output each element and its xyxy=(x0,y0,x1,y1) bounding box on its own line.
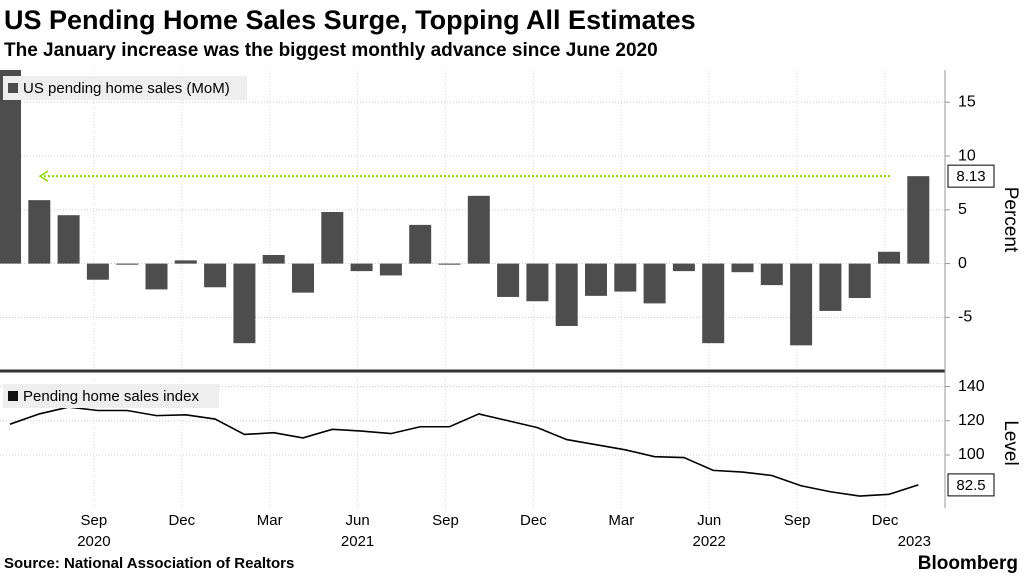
bar xyxy=(878,251,900,264)
y-axis-label: Level xyxy=(1000,420,1021,465)
bar xyxy=(174,260,197,264)
bar xyxy=(409,224,432,264)
bar xyxy=(116,263,139,265)
bars xyxy=(0,70,930,346)
x-year-label: 2022 xyxy=(693,533,726,550)
value-label: 8.13 xyxy=(956,168,985,185)
y-tick-label: 10 xyxy=(958,147,976,164)
bar xyxy=(379,263,402,276)
x-year-label: 2021 xyxy=(341,533,374,550)
bar xyxy=(497,263,520,297)
bar xyxy=(0,70,21,264)
bar xyxy=(819,263,842,311)
x-tick-label: Sep xyxy=(81,512,108,529)
x-tick-label: Dec xyxy=(168,512,195,529)
bar xyxy=(467,195,490,264)
bar xyxy=(204,263,227,288)
y-tick-label: 15 xyxy=(958,93,976,110)
x-year-label: 2023 xyxy=(898,533,931,550)
x-year-label: 2020 xyxy=(77,533,110,550)
line xyxy=(9,406,919,497)
legend-label: Pending home sales index xyxy=(23,388,199,405)
x-tick-label: Sep xyxy=(784,512,811,529)
arrow-head xyxy=(38,170,49,182)
bar xyxy=(585,263,607,296)
bar xyxy=(907,176,930,264)
x-tick-label: Mar xyxy=(257,512,283,529)
bar xyxy=(438,263,461,265)
x-tick-label: Sep xyxy=(432,512,459,529)
y-tick-label: 0 xyxy=(958,255,967,272)
legend-box xyxy=(3,76,247,100)
x-tick-label: Dec xyxy=(872,512,899,529)
bar xyxy=(350,263,373,272)
y-tick-label: 5 xyxy=(958,201,967,218)
bar xyxy=(555,263,578,326)
bar xyxy=(321,211,344,264)
x-tick-label: Mar xyxy=(608,512,634,529)
value-tag xyxy=(947,164,995,188)
x-tick-label: Jun xyxy=(346,512,370,529)
legend-swatch xyxy=(8,391,18,401)
brand: Bloomberg xyxy=(918,553,1018,574)
bar xyxy=(145,263,168,290)
bar xyxy=(760,263,783,286)
bar xyxy=(790,263,813,346)
y-tick-label: -5 xyxy=(958,309,972,326)
bar xyxy=(526,263,549,302)
bar xyxy=(233,263,256,344)
y-tick-label: 100 xyxy=(958,446,985,463)
bar xyxy=(262,254,285,264)
x-tick-label: Jun xyxy=(697,512,721,529)
source: Source: National Association of Realtors xyxy=(4,555,294,572)
chart-title: US Pending Home Sales Surge, Topping All… xyxy=(4,5,696,35)
bar xyxy=(614,263,637,292)
y-tick-label: 120 xyxy=(958,412,985,429)
legend-box xyxy=(3,384,219,408)
bar xyxy=(28,200,51,264)
y-tick-label: 140 xyxy=(958,378,985,395)
bar xyxy=(86,263,109,280)
bar xyxy=(643,263,666,304)
value-tag xyxy=(947,473,995,497)
x-tick-label: Dec xyxy=(520,512,547,529)
value-label: 82.5 xyxy=(956,477,985,494)
chart-subtitle: The January increase was the biggest mon… xyxy=(4,40,658,61)
bar xyxy=(672,263,695,272)
bar xyxy=(292,263,314,293)
bar xyxy=(57,215,80,264)
y-axis-label: Percent xyxy=(1000,187,1021,253)
bar xyxy=(848,263,871,299)
legend-swatch xyxy=(8,83,18,93)
legend-label: US pending home sales (MoM) xyxy=(23,80,230,97)
bar xyxy=(702,263,725,344)
bar xyxy=(731,263,754,273)
